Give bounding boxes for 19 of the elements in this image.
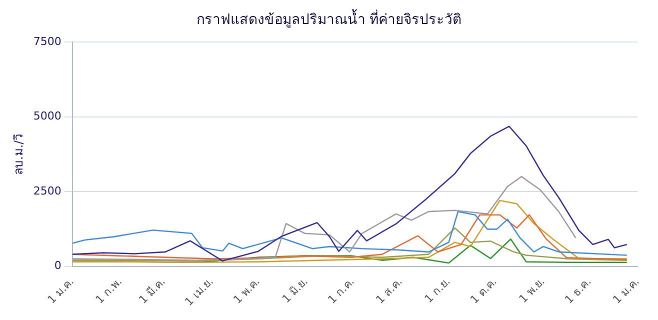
y-tick-label: 0 xyxy=(54,259,62,272)
x-tick-label: 1 พ.ย. xyxy=(516,274,548,306)
x-tick-label: 1 เม.ย. xyxy=(182,274,216,308)
x-tick-label: 1 ก.ค. xyxy=(325,274,357,306)
chart-title: กราฟแสดงข้อมูลปริมาณน้ำ ที่ค่ายจิรประวัติ xyxy=(195,8,463,30)
x-tick-label: 1 ต.ค. xyxy=(468,274,500,306)
x-tick-label: 1 ธ.ค. xyxy=(562,274,594,306)
x-tick-label: 1 ส.ค. xyxy=(373,274,405,306)
x-tick-label: 1 พ.ค. xyxy=(230,274,262,306)
x-tick-label: 1 ก.พ. xyxy=(93,274,125,306)
y-tick-label: 2500 xyxy=(33,184,62,198)
y-axis-title: ลบ.ม./วิ xyxy=(11,133,26,175)
x-tick-label: 1 ม.ค. xyxy=(45,274,77,306)
y-tick-label: 5000 xyxy=(33,110,62,123)
x-tick-label: 1 ก.ย. xyxy=(422,274,453,306)
x-tick-label: 1 ม.ค. xyxy=(610,274,642,306)
x-tick-label: 1 มี.ค. xyxy=(136,274,168,306)
x-tick-label: 1 มิ.ย. xyxy=(280,274,310,306)
y-tick-label: 7500 xyxy=(33,34,62,48)
